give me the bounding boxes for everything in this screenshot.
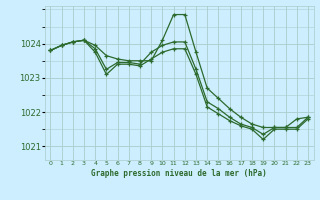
X-axis label: Graphe pression niveau de la mer (hPa): Graphe pression niveau de la mer (hPa): [91, 169, 267, 178]
